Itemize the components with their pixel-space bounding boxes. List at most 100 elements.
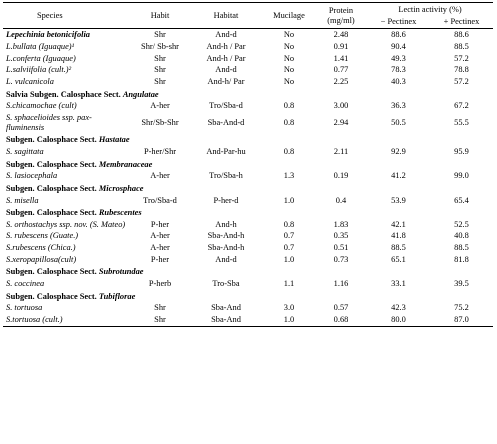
cell-lectin-plus: 88.5	[454, 41, 469, 51]
header-plus-pectinex: + Pectinex	[430, 16, 494, 30]
section-heading: Subgen. Calosphace Sect. Hastatae	[3, 133, 493, 146]
cell-mucilage: 0.8	[283, 101, 295, 111]
cell-habit: A-her	[150, 243, 170, 253]
cell-lectin-plus: 55.5	[454, 117, 469, 127]
section-prefix: Subgen. Calosphace Sect.	[6, 291, 99, 301]
cell-mucilage: No	[283, 65, 295, 75]
cell-protein: 3.00	[333, 101, 349, 111]
cell-protein: 0.68	[315, 314, 367, 327]
section-row: Subgen. Calosphace Sect. Subrotundae	[3, 265, 493, 278]
cell-habit: P-herb	[148, 279, 172, 289]
section-heading: Subgen. Calosphace Sect. Subrotundae	[3, 265, 493, 278]
section-row: Salvia Subgen. Calosphace Sect. Angulata…	[3, 88, 493, 101]
cell-habitat: Tro/Sba-h	[209, 171, 243, 181]
cell-lectin-minus: 65.1	[391, 254, 406, 264]
table-row: L. vulcanicola Shr And-h/ Par No 2.25 40.3 57.…	[3, 76, 493, 88]
table-row: Lepechinia betonicifolia Shr And-d No 2.48 88…	[3, 29, 493, 41]
section-heading: Salvia Subgen. Calosphace Sect. Angulata…	[3, 88, 493, 101]
cell-habitat: And-d	[215, 30, 237, 40]
species-table: Species Habit Habitat Mucilage Protein (…	[3, 1, 494, 327]
cell-species: L.conferta (Iguaque)	[6, 53, 76, 63]
cell-lectin-minus: 41.8	[391, 231, 406, 241]
section-name: Microsphace	[98, 183, 144, 193]
cell-habitat: And-h/ Par	[207, 76, 245, 86]
cell-species: S. sagittata	[6, 146, 44, 156]
table-row: S. misella Tro/Sba-d P-her-d 1.0 0.4 53.9 65.4	[3, 195, 493, 207]
header-protein-unit: (mg/ml)	[327, 15, 355, 25]
section-row: Subgen. Calosphace Sect. Rubescentes	[3, 206, 493, 219]
cell-habit: P-her/Shr	[143, 146, 177, 156]
cell-lectin-minus: 92.9	[391, 146, 406, 156]
section-prefix: Subgen. Calosphace Sect.	[6, 183, 99, 193]
cell-lectin-minus: 90.4	[391, 41, 406, 51]
header-protein-label: Protein	[328, 6, 354, 15]
cell-protein: 2.94	[333, 117, 349, 127]
cell-lectin-plus: 67.2	[454, 101, 469, 111]
section-name: Hastatae	[98, 135, 130, 145]
cell-lectin-plus: 57.2	[454, 53, 469, 63]
cell-mucilage: 3.0	[283, 303, 295, 313]
header-species: Species	[3, 1, 131, 30]
table-row: S. sphacelioides ssp. pax-fluminensis Shr…	[3, 112, 493, 133]
cell-mucilage: 0.7	[283, 243, 295, 253]
cell-lectin-plus: 65.4	[454, 195, 469, 205]
cell-lectin-plus: 87.0	[430, 314, 494, 327]
cell-habit: Shr	[154, 30, 166, 40]
cell-mucilage: 1.1	[283, 279, 295, 289]
cell-habit: A-her	[150, 231, 170, 241]
cell-protein: 2.48	[333, 30, 349, 40]
section-heading: Subgen. Calosphace Sect. Microsphace	[3, 182, 493, 195]
cell-mucilage: 1.0	[263, 314, 315, 327]
section-name: Angulatae	[122, 89, 159, 99]
cell-protein: 2.25	[333, 76, 349, 86]
cell-species: S.chicamochae (cult)	[6, 101, 77, 111]
table-row: L.bullata (Iguaque)¹ Shr/ Sb-shr And-h / P…	[3, 41, 493, 53]
cell-species: S. coccinea	[6, 279, 45, 289]
cell-habitat: And-h	[215, 219, 237, 229]
section-prefix: Subgen. Calosphace Sect.	[6, 267, 99, 277]
cell-lectin-minus: 53.9	[391, 195, 406, 205]
header-lectin: Lectin activity (%)	[367, 1, 494, 17]
header-minus-pectinex: − Pectinex	[367, 16, 430, 30]
section-row: Subgen. Calosphace Sect. Membranaceae	[3, 158, 493, 171]
cell-habit: Shr	[154, 65, 166, 75]
cell-habit: P-her	[150, 219, 170, 229]
cell-habit: Shr/ Sb-shr	[141, 41, 179, 51]
cell-habitat: Tro-Sba	[212, 279, 240, 289]
section-name: Membranaceae	[98, 159, 153, 169]
section-heading: Subgen. Calosphace Sect. Membranaceae	[3, 158, 493, 171]
cell-lectin-minus: 88.5	[391, 243, 406, 253]
cell-species: S.rubescens (Chica.)	[6, 243, 76, 253]
table-row: S.chicamochae (cult) A-her Tro/Sba-d 0.8 3.0…	[3, 100, 493, 112]
cell-mucilage: No	[283, 41, 295, 51]
cell-protein: 1.83	[333, 219, 349, 229]
table-row: S. lasiocephala A-her Tro/Sba-h 1.3 0.19 41.2…	[3, 170, 493, 182]
cell-species: Lepechinia betonicifolia	[6, 30, 90, 40]
cell-lectin-minus: 80.0	[367, 314, 430, 327]
section-prefix: Subgen. Calosphace Sect.	[6, 208, 99, 218]
cell-species: L. vulcanicola	[6, 76, 54, 86]
cell-habitat: And-h / Par	[206, 53, 246, 63]
cell-lectin-plus: 88.5	[454, 243, 469, 253]
table-row: S. tortuosa Shr Sba-And 3.0 0.57 42.3 75.2	[3, 302, 493, 314]
table-row: L.conferta (Iguaque) Shr And-h / Par No 1.41…	[3, 53, 493, 65]
cell-species: S.tortuosa (cult.)	[3, 314, 131, 327]
cell-species: S. lasiocephala	[6, 171, 58, 181]
cell-protein: 1.16	[333, 279, 349, 289]
cell-lectin-minus: 50.5	[391, 117, 406, 127]
section-prefix: Subgen. Calosphace Sect.	[6, 135, 99, 145]
cell-lectin-plus: 99.0	[454, 171, 469, 181]
cell-protein: 0.77	[333, 65, 349, 75]
cell-species: L.salviifolia (cult.)²	[6, 65, 72, 75]
cell-lectin-plus: 81.8	[454, 254, 469, 264]
cell-mucilage: 0.8	[283, 219, 295, 229]
cell-lectin-minus: 88.6	[391, 30, 406, 40]
cell-habitat: And-Par-hu	[206, 146, 246, 156]
cell-mucilage: 1.0	[283, 254, 295, 264]
table-row: S. sagittata P-her/Shr And-Par-hu 0.8 2.11 92…	[3, 146, 493, 158]
cell-mucilage: 0.7	[283, 231, 295, 241]
table-row: S.rubescens (Chica.) A-her Sba-And-h 0.7 0.5…	[3, 242, 493, 254]
cell-mucilage: No	[283, 30, 295, 40]
cell-habit: Tro/Sba-d	[143, 195, 177, 205]
header-habit: Habit	[131, 1, 189, 30]
